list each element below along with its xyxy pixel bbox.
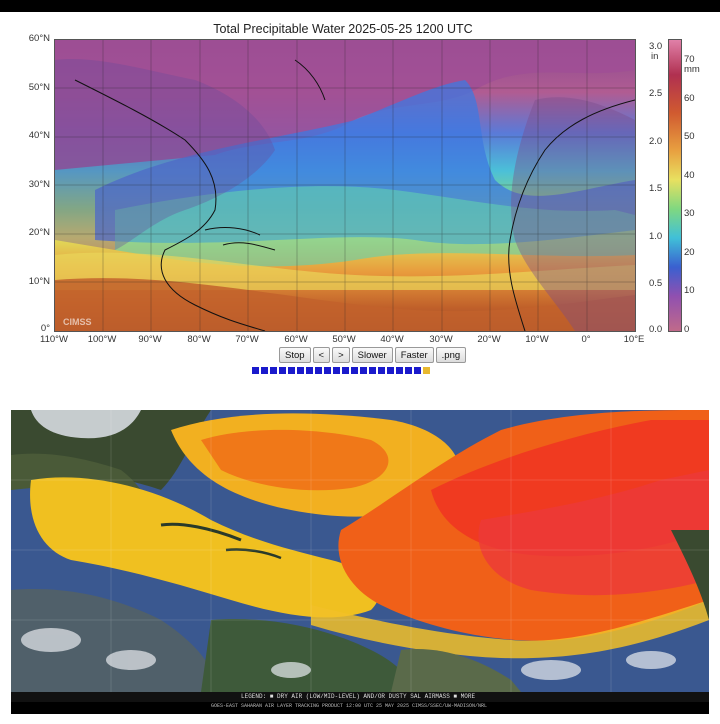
lon-label: 0°: [581, 334, 591, 345]
unit-in: in: [651, 51, 659, 62]
colorbar-in-tick: 1.5: [649, 183, 663, 194]
colorbar-in-tick: 1.0: [649, 231, 663, 242]
colorbar-in-tick: 0.5: [649, 278, 663, 289]
colorbar-mm-tick: 30: [684, 208, 695, 219]
frame-square[interactable]: [423, 367, 430, 374]
frame-square[interactable]: [351, 367, 358, 374]
colorbar: [668, 39, 682, 332]
frame-square[interactable]: [369, 367, 376, 374]
animation-controls: Stop < > Slower Faster .png: [279, 347, 467, 363]
tpw-map: CIMSS: [54, 39, 636, 332]
frame-square[interactable]: [324, 367, 331, 374]
frame-square[interactable]: [261, 367, 268, 374]
colorbar-mm-tick: 70: [684, 54, 695, 65]
colorbar-mm-tick: 50: [684, 131, 695, 142]
frame-square[interactable]: [288, 367, 295, 374]
lon-label: 30°W: [429, 334, 453, 345]
stop-button[interactable]: Stop: [279, 347, 311, 363]
colorbar-in-tick: 2.5: [649, 88, 663, 99]
unit-mm: mm: [684, 64, 700, 75]
frame-selector: [252, 367, 430, 374]
lon-label: 20°W: [477, 334, 501, 345]
colorbar-mm-tick: 0: [684, 324, 690, 335]
colorbar-in-tick: 0.0: [649, 324, 663, 335]
lon-label: 60°W: [284, 334, 308, 345]
frame-square[interactable]: [396, 367, 403, 374]
frame-square[interactable]: [378, 367, 385, 374]
sal-legend: LEGEND: ■ DRY AIR (LOW/MID-LEVEL) AND/OR…: [11, 692, 709, 702]
colorbar-mm-tick: 10: [684, 285, 695, 296]
lat-label: 40°N: [28, 130, 50, 141]
lon-label: 10°E: [623, 334, 645, 345]
frame-square[interactable]: [306, 367, 313, 374]
colorbar-mm-tick: 20: [684, 247, 695, 258]
prev-frame-button[interactable]: <: [312, 347, 331, 363]
sal-legend-text: LEGEND: ■ DRY AIR (LOW/MID-LEVEL) AND/OR…: [241, 693, 476, 700]
lon-label: 70°W: [235, 334, 259, 345]
frame-square[interactable]: [315, 367, 322, 374]
frame-square[interactable]: [360, 367, 367, 374]
faster-button[interactable]: Faster: [394, 347, 434, 363]
map-title: Total Precipitable Water 2025-05-25 1200…: [213, 22, 473, 36]
colorbar-mm-tick: 40: [684, 170, 695, 181]
frame-square[interactable]: [405, 367, 412, 374]
frame-square[interactable]: [297, 367, 304, 374]
next-frame-button[interactable]: >: [332, 347, 350, 363]
lat-label: 0°: [40, 323, 50, 334]
lat-label: 30°N: [28, 179, 50, 190]
colorbar-in-tick: 3.0: [649, 41, 663, 52]
sal-footer: GOES-EAST SAHARAN AIR LAYER TRACKING PRO…: [11, 702, 709, 714]
frame-square[interactable]: [387, 367, 394, 374]
frame-square[interactable]: [252, 367, 259, 374]
lon-label: 50°W: [332, 334, 356, 345]
lon-label: 90°W: [138, 334, 162, 345]
frame-square[interactable]: [333, 367, 340, 374]
colorbar-mm-tick: 60: [684, 93, 695, 104]
frame-square[interactable]: [270, 367, 277, 374]
frame-square[interactable]: [279, 367, 286, 374]
sal-panel: LEGEND: ■ DRY AIR (LOW/MID-LEVEL) AND/OR…: [11, 410, 709, 714]
lat-label: 50°N: [28, 82, 50, 93]
slower-button[interactable]: Slower: [351, 347, 393, 363]
frame-square[interactable]: [342, 367, 349, 374]
sal-footer-text: GOES-EAST SAHARAN AIR LAYER TRACKING PRO…: [211, 703, 488, 709]
lat-label: 10°N: [28, 276, 50, 287]
lon-label: 10°W: [525, 334, 549, 345]
lon-label: 110°W: [40, 334, 68, 345]
cimss-watermark: CIMSS: [63, 317, 92, 327]
lat-label: 60°N: [28, 33, 50, 44]
png-button[interactable]: .png: [435, 347, 467, 363]
tpw-panel: Total Precipitable Water 2025-05-25 1200…: [0, 12, 720, 400]
lon-label: 40°W: [380, 334, 404, 345]
lon-label: 100°W: [87, 334, 117, 345]
top-black-bar: [0, 0, 720, 12]
sal-satellite-image: [11, 410, 709, 692]
colorbar-in-tick: 2.0: [649, 136, 663, 147]
lat-label: 20°N: [28, 227, 50, 238]
lon-label: 80°W: [187, 334, 211, 345]
frame-square[interactable]: [414, 367, 421, 374]
